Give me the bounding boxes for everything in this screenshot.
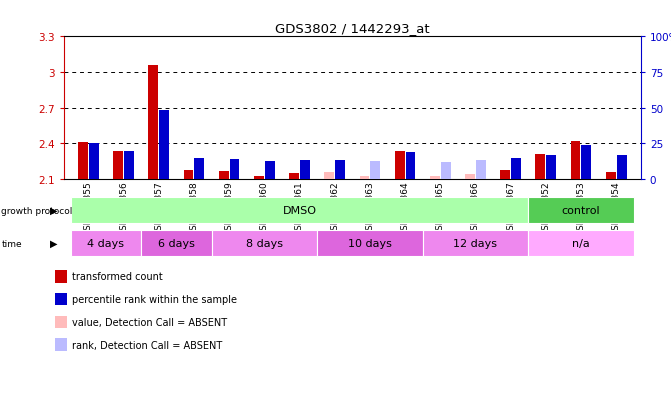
Bar [570,142,580,180]
Bar [124,151,134,180]
Bar [78,143,88,180]
Bar [219,171,229,180]
Bar [528,197,634,224]
Text: rank, Detection Call = ABSENT: rank, Detection Call = ABSENT [72,340,222,350]
Text: control: control [562,206,601,216]
Bar [546,156,556,180]
Bar [195,158,204,180]
Text: 12 days: 12 days [454,239,497,249]
Text: DMSO: DMSO [282,206,317,216]
Bar [535,155,546,180]
Bar [430,176,440,180]
Text: 8 days: 8 days [246,239,282,249]
Bar [582,145,591,180]
Bar [184,170,193,180]
Text: ▶: ▶ [50,239,57,249]
Text: value, Detection Call = ABSENT: value, Detection Call = ABSENT [72,317,227,327]
Bar [336,161,345,180]
Bar [211,230,317,256]
Bar [501,170,510,180]
Bar [617,156,627,180]
Text: n/a: n/a [572,239,590,249]
Bar [229,159,240,180]
Bar [265,162,274,180]
Bar [70,197,528,224]
Bar [324,173,334,180]
Bar [89,144,99,180]
Text: growth protocol: growth protocol [1,206,72,215]
Text: time: time [1,239,22,248]
Text: 10 days: 10 days [348,239,392,249]
Bar [465,175,475,180]
Text: transformed count: transformed count [72,272,162,282]
Bar [148,66,158,180]
Title: GDS3802 / 1442293_at: GDS3802 / 1442293_at [275,21,429,35]
Bar [606,173,616,180]
Text: ▶: ▶ [50,206,57,216]
Text: 6 days: 6 days [158,239,195,249]
Text: 4 days: 4 days [87,239,124,249]
Bar [511,158,521,180]
Bar [70,230,141,256]
Bar [113,151,123,180]
Bar [423,230,528,256]
Bar [254,176,264,180]
Bar [476,161,486,180]
Bar [141,230,211,256]
Bar [317,230,423,256]
Bar [395,151,405,180]
Bar [405,152,415,180]
Bar [441,163,451,180]
Bar [370,162,380,180]
Text: percentile rank within the sample: percentile rank within the sample [72,294,237,304]
Bar [528,230,634,256]
Bar [360,176,369,180]
Bar [289,174,299,180]
Bar [300,161,310,180]
Bar [159,111,169,180]
